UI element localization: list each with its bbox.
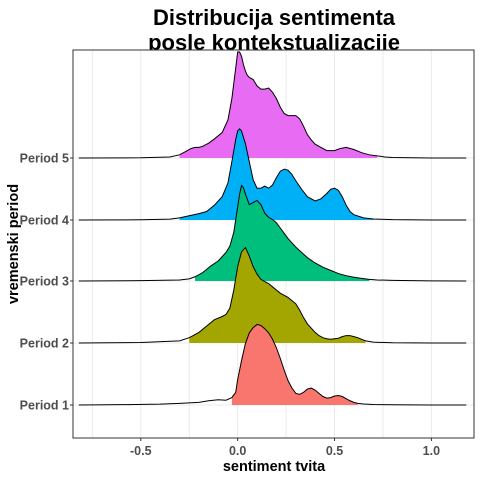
ridge-fill <box>195 185 370 281</box>
x-tick-label: 0.0 <box>229 444 246 458</box>
ridge-5 <box>78 51 467 159</box>
x-tick-label: -0.5 <box>130 444 152 458</box>
ridge-2 <box>78 246 467 344</box>
x-axis-title: sentiment tvita <box>223 459 326 475</box>
ridge-fill <box>189 247 366 343</box>
y-axis-title: vremenski period <box>6 184 22 304</box>
y-tick-labels: Period 1 Period 2 Period 3 Period 4 Period 5 <box>20 152 69 413</box>
ridge-fill <box>179 52 378 158</box>
ridge-outline <box>78 323 467 406</box>
ridge-outline <box>78 184 467 282</box>
y-tick-label: Period 4 <box>20 214 69 228</box>
ridge-1 <box>78 323 467 406</box>
y-tick-label: Period 1 <box>20 399 69 413</box>
x-ticks: -0.5 0.0 0.5 1.0 <box>130 438 440 458</box>
plot-border <box>72 49 475 439</box>
ridge-fill <box>179 128 374 220</box>
x-tick-label: 0.5 <box>326 444 343 458</box>
ridge-fill <box>231 324 358 405</box>
ridge-4 <box>78 128 467 221</box>
y-ticks <box>70 157 73 406</box>
x-tick-label: 1.0 <box>423 444 440 458</box>
ridge-outline <box>78 51 467 159</box>
ridges <box>78 51 467 406</box>
y-tick-label: Period 3 <box>20 275 69 289</box>
chart-title-line-1: Distribucija sentimenta <box>153 5 396 30</box>
ridge-3 <box>78 184 467 282</box>
y-tick-label: Period 5 <box>20 152 69 166</box>
ridge-outline <box>78 128 467 221</box>
ridge-outline <box>78 246 467 344</box>
y-tick-label: Period 2 <box>20 337 69 351</box>
